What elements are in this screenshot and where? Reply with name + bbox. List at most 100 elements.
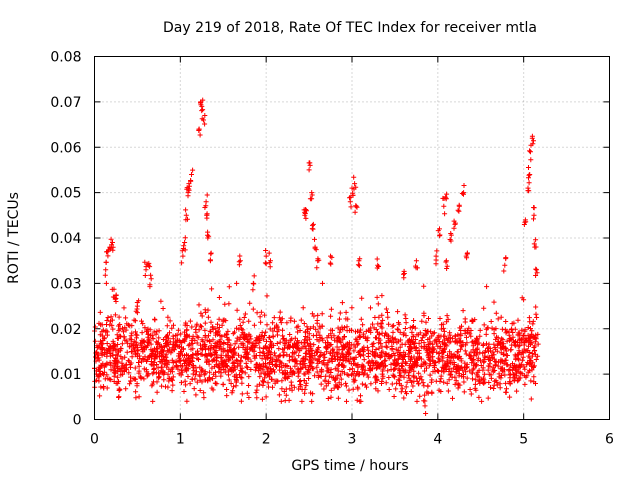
data-point [199, 116, 205, 122]
data-point [361, 357, 367, 363]
data-point [446, 377, 452, 383]
data-point [459, 191, 465, 196]
x-tick-label: 0 [90, 432, 99, 448]
data-point [175, 327, 181, 333]
data-point [183, 320, 189, 326]
data-point [378, 323, 384, 329]
data-point [101, 385, 107, 391]
data-point [473, 348, 479, 354]
data-point [225, 328, 231, 334]
data-point [516, 377, 522, 383]
data-point [207, 369, 213, 375]
data-point [315, 346, 320, 352]
data-point [116, 378, 121, 384]
data-point [262, 312, 268, 318]
data-point [147, 327, 153, 333]
data-point [155, 365, 161, 371]
data-point [115, 342, 121, 347]
data-point [303, 215, 309, 221]
data-point [108, 377, 114, 383]
data-point [502, 372, 508, 378]
data-point [182, 247, 188, 253]
data-point [117, 387, 123, 393]
data-point [511, 378, 517, 384]
data-point [370, 321, 375, 327]
data-point [206, 361, 212, 367]
data-point [104, 341, 110, 346]
data-point [112, 296, 118, 302]
data-point [171, 347, 177, 353]
data-point [213, 369, 218, 375]
data-point [303, 346, 309, 352]
data-point [412, 325, 418, 331]
data-point [237, 258, 243, 264]
data-point [479, 398, 485, 404]
data-point [374, 377, 380, 382]
data-point [246, 395, 252, 400]
data-point [175, 337, 181, 343]
data-point [129, 349, 135, 355]
data-point [439, 368, 445, 374]
data-point [128, 374, 133, 380]
data-point [259, 396, 265, 402]
data-point [295, 329, 301, 335]
data-point [117, 333, 123, 339]
data-point [382, 333, 387, 339]
data-point [159, 383, 165, 389]
data-point [200, 345, 206, 351]
data-point [238, 368, 244, 374]
data-point [427, 346, 432, 352]
data-point [189, 172, 194, 177]
data-point [392, 336, 398, 342]
data-point [490, 369, 496, 375]
data-point [516, 348, 522, 354]
data-point [260, 346, 266, 351]
data-point [443, 196, 449, 202]
data-point [272, 380, 278, 386]
data-point [257, 314, 263, 320]
data-point [105, 376, 111, 382]
data-point [237, 323, 243, 328]
data-point [98, 341, 104, 347]
data-point [165, 384, 171, 390]
data-point [224, 363, 230, 369]
data-point [154, 354, 160, 360]
data-point [170, 382, 176, 388]
data-point [243, 346, 249, 352]
data-point [519, 337, 524, 343]
data-point [129, 330, 135, 336]
data-point [448, 232, 454, 238]
data-point [423, 411, 429, 416]
data-point [435, 336, 441, 342]
data-point [351, 174, 357, 180]
data-point [100, 327, 106, 333]
data-point [321, 351, 327, 357]
data-point [144, 373, 150, 379]
data-point [139, 359, 144, 365]
data-point [533, 273, 539, 278]
data-point [148, 332, 154, 338]
data-point [99, 322, 105, 328]
data-point [411, 318, 417, 323]
data-point [204, 192, 210, 198]
data-point [123, 315, 129, 321]
data-point [365, 374, 371, 380]
data-point [184, 398, 190, 404]
data-point [473, 377, 479, 383]
data-point [533, 244, 539, 250]
data-point [360, 322, 366, 328]
data-point [355, 341, 361, 347]
data-point [403, 320, 409, 326]
data-point [423, 331, 429, 337]
data-point [196, 357, 201, 362]
data-point [514, 388, 520, 394]
data-point [315, 356, 321, 362]
data-point [182, 240, 188, 245]
data-point [260, 367, 266, 373]
data-point [316, 373, 322, 378]
data-point [524, 362, 530, 368]
data-point [96, 374, 102, 380]
data-point [136, 394, 142, 400]
data-point [112, 368, 118, 374]
data-point [338, 376, 344, 382]
